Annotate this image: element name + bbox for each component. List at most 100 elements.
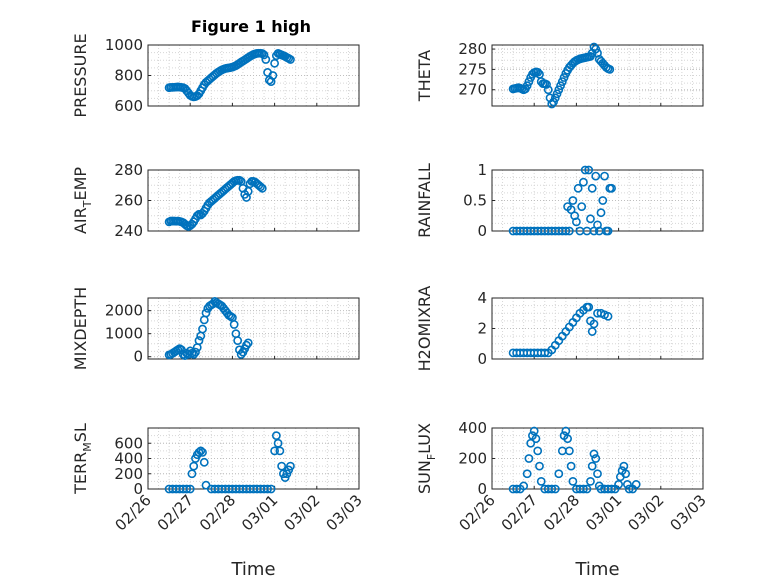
data-point [194, 336, 204, 345]
data-point [577, 202, 587, 211]
data-point [275, 446, 285, 456]
y-tick-label: 260 [114, 192, 143, 210]
y-axis-label: TERRMSL [71, 423, 94, 495]
data-point [554, 469, 564, 479]
data-point [531, 434, 541, 444]
data-point [573, 183, 583, 193]
data-point [579, 177, 588, 187]
data-point [286, 55, 295, 64]
data-point [263, 484, 272, 494]
y-axis-label: THETA [415, 50, 434, 102]
y-tick-label: 400 [458, 419, 487, 437]
subplot-h2omixra: 0 2 4 H2OMIXRA [415, 286, 704, 372]
figure-title: Figure 1 high [191, 17, 311, 36]
data-point [598, 196, 608, 205]
data-point [550, 93, 560, 103]
axes-box [147, 297, 360, 360]
data-point [522, 469, 532, 479]
y-axis-label-main: TERR [71, 452, 90, 495]
data-point [543, 85, 553, 95]
data-point [256, 182, 265, 192]
data-point [624, 484, 634, 494]
data-point [233, 336, 243, 345]
data-point [522, 81, 532, 91]
y-tick-label: 2 [477, 320, 487, 338]
data-point [549, 97, 558, 107]
data-point [556, 81, 565, 91]
y-axis-label-main: PRESSURE [71, 33, 90, 117]
x-axis-label: Time [230, 559, 275, 580]
data-point [257, 183, 267, 193]
data-point [600, 171, 609, 181]
data-point [189, 349, 199, 359]
data-point [243, 338, 253, 348]
axes-box [147, 169, 360, 232]
data-point [564, 446, 574, 456]
y-axis-label: RAINFALL [415, 163, 434, 238]
y-axis-label-main: THETA [415, 50, 434, 102]
data-point [589, 319, 599, 329]
y-axis-label: H2OMIXRA [415, 286, 434, 372]
data-point [270, 446, 279, 456]
y-tick-label: 1000 [105, 325, 143, 343]
y-axis-label: MIXDEPTH [71, 287, 90, 370]
data-point [568, 476, 578, 486]
data-point [603, 311, 613, 321]
data-point [191, 347, 200, 357]
y-tick-label: 600 [114, 434, 143, 452]
y-axis-label-main: AIR [71, 207, 90, 234]
data-point [584, 302, 594, 312]
data-point [596, 208, 606, 218]
data-point [533, 446, 543, 456]
data-point [589, 449, 599, 459]
data-point [268, 71, 278, 80]
data-point [580, 165, 590, 175]
data-point [586, 476, 595, 486]
data-point [229, 320, 239, 329]
y-tick-label: 275 [458, 60, 487, 78]
axes-box [147, 44, 360, 107]
data-point [566, 461, 576, 471]
data-point [182, 484, 192, 494]
subplot-mixdepth: 0 1000 2000 MIXDEPTH [71, 287, 360, 370]
data-point [605, 65, 615, 74]
data-point [533, 67, 543, 77]
data-point [199, 457, 209, 467]
subplot-theta: 270 275 280 THETA [415, 40, 704, 109]
y-tick-label: 270 [458, 81, 487, 99]
y-tick-label: 0 [133, 348, 143, 366]
data-point [512, 484, 522, 494]
data-point [536, 476, 546, 486]
data-point [524, 454, 534, 463]
y-tick-label: 200 [458, 450, 487, 468]
subplot-rainfall: 0 0.5 1 RAINFALL [415, 161, 704, 240]
data-point [557, 77, 567, 86]
data-point [559, 73, 569, 82]
y-tick-label: 1000 [105, 36, 143, 54]
y-axis-label: AIRTEMP [71, 167, 94, 234]
data-point [524, 77, 534, 86]
y-tick-label: 0.5 [463, 192, 487, 210]
data-point [535, 461, 544, 471]
data-point [591, 171, 601, 181]
data-point [591, 454, 601, 463]
data-point [621, 469, 631, 479]
y-tick-label: 280 [458, 40, 487, 58]
data-point [591, 44, 601, 54]
data-point [622, 480, 632, 489]
y-axis-label-subscript: T [81, 200, 94, 208]
subplot-pressure: 600 800 1000 PRESSURE [71, 33, 360, 118]
y-tick-label: 0 [477, 480, 487, 498]
y-axis-label-main: SUN [415, 460, 434, 494]
y-axis-label-main: H2OMIXRA [415, 286, 434, 372]
data-point [547, 484, 557, 494]
y-tick-label: 400 [114, 450, 143, 468]
data-point [542, 80, 551, 89]
data-point [593, 469, 602, 479]
data-point [540, 348, 550, 358]
y-tick-label: 200 [114, 465, 143, 483]
data-point [554, 85, 564, 95]
y-tick-label: 1 [477, 161, 487, 179]
